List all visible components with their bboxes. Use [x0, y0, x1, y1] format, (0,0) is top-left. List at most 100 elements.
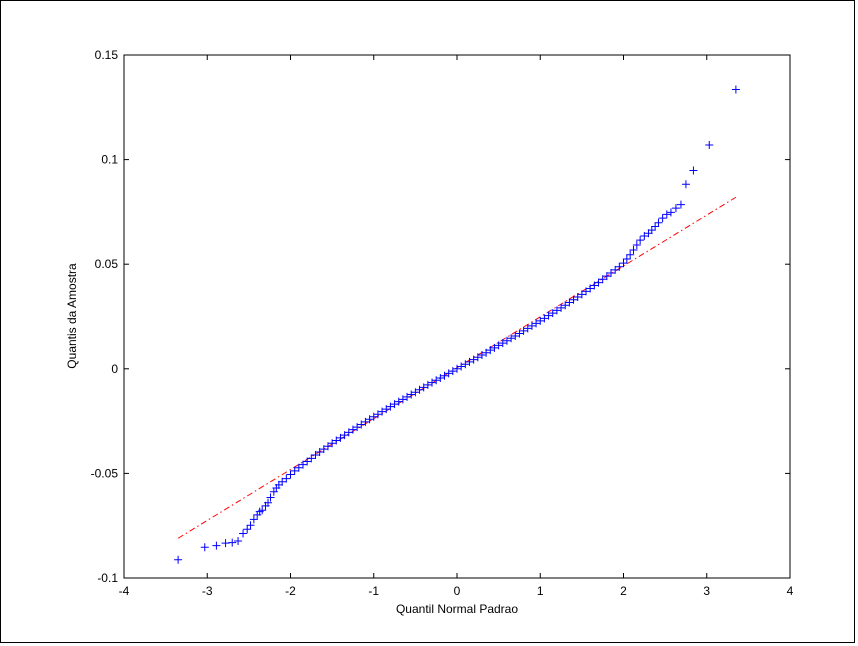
data-point: [536, 316, 545, 325]
data-point: [407, 390, 416, 399]
data-point: [365, 415, 374, 424]
data-point: [369, 412, 378, 421]
x-tick-label: -1: [368, 584, 379, 598]
data-point: [415, 385, 424, 394]
y-tick-label: 0.15: [95, 48, 119, 62]
data-point: [494, 341, 503, 350]
data-point: [689, 166, 698, 175]
data-point: [448, 367, 457, 376]
y-tick-label: -0.1: [97, 571, 118, 585]
data-point: [436, 374, 445, 383]
data-point: [569, 295, 578, 304]
x-tick-label: 1: [537, 584, 544, 598]
data-point: [373, 410, 382, 419]
data-point: [523, 324, 532, 333]
data-point: [681, 180, 690, 189]
data-point: [315, 448, 324, 457]
data-point: [502, 336, 511, 345]
plot-area: [123, 54, 791, 579]
data-point: [731, 85, 740, 94]
data-point: [423, 380, 432, 389]
data-point: [662, 210, 671, 219]
data-point: [658, 214, 667, 223]
y-tick-label: 0.05: [95, 257, 119, 271]
data-point: [519, 326, 528, 335]
data-point: [390, 400, 399, 409]
data-point: [611, 265, 620, 274]
data-point: [640, 231, 649, 240]
data-point: [527, 321, 536, 330]
data-point: [357, 420, 366, 429]
x-tick-label: 3: [703, 584, 710, 598]
data-point: [629, 245, 638, 254]
data-point: [258, 506, 267, 515]
data-point: [615, 262, 624, 271]
data-point: [294, 463, 303, 472]
data-point: [544, 311, 553, 320]
data-point: [249, 515, 258, 524]
data-point: [482, 348, 491, 357]
data-point: [419, 383, 428, 392]
data-point: [239, 529, 248, 538]
x-tick-label: -3: [202, 584, 213, 598]
x-tick-label: -2: [285, 584, 296, 598]
y-axis: -0.1 -0.05 0 0.05 0.1 0.15: [91, 48, 790, 585]
data-point: [548, 309, 557, 318]
data-point: [594, 278, 603, 287]
data-point: [465, 357, 474, 366]
data-point: [228, 538, 237, 547]
data-point: [590, 281, 599, 290]
data-point: [626, 250, 635, 259]
data-point: [432, 376, 441, 385]
data-point: [398, 395, 407, 404]
data-point: [382, 405, 391, 414]
data-point: [319, 445, 328, 454]
x-tick-label: -4: [119, 584, 130, 598]
data-point: [561, 301, 570, 310]
data-points: [174, 85, 740, 564]
data-point: [565, 298, 574, 307]
data-point: [552, 306, 561, 315]
data-point: [586, 284, 595, 293]
data-point: [428, 378, 437, 387]
data-point: [411, 388, 420, 397]
x-tick-label: 0: [454, 584, 461, 598]
data-point: [444, 369, 453, 378]
data-point: [477, 350, 486, 359]
data-point: [582, 287, 591, 296]
data-point: [290, 466, 299, 475]
data-point: [246, 521, 255, 530]
data-point: [473, 353, 482, 362]
data-point: [676, 200, 685, 209]
data-point: [323, 442, 332, 451]
data-point: [212, 541, 221, 550]
data-point: [607, 268, 616, 277]
data-point: [602, 272, 611, 281]
data-point: [264, 498, 273, 507]
data-point: [647, 226, 656, 235]
data-point: [332, 436, 341, 445]
data-point: [298, 460, 307, 469]
data-point: [234, 536, 243, 545]
data-point: [266, 493, 275, 502]
data-point: [386, 402, 395, 411]
data-point: [666, 208, 675, 217]
data-point: [440, 371, 449, 380]
data-point: [378, 407, 387, 416]
data-point: [654, 218, 663, 227]
data-point: [671, 204, 680, 213]
data-point: [336, 433, 345, 442]
y-tick-label: 0: [111, 362, 118, 376]
data-point: [705, 140, 714, 149]
data-point: [498, 339, 507, 348]
data-point: [532, 319, 541, 328]
data-point: [453, 364, 461, 373]
data-point: [511, 331, 520, 340]
data-point: [303, 457, 312, 466]
data-point: [353, 423, 362, 432]
data-point: [486, 346, 495, 355]
data-point: [311, 450, 320, 459]
data-point: [461, 360, 470, 369]
